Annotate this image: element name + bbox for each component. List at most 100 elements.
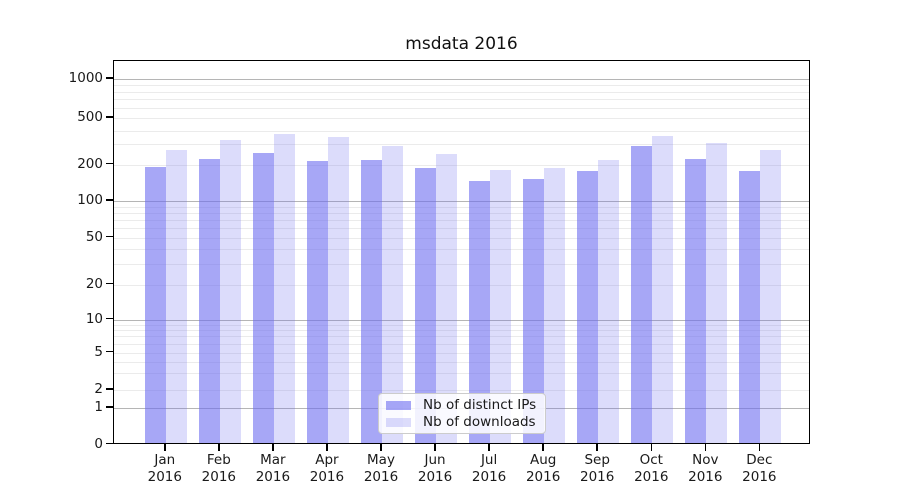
bar-sep-distinct-ips	[577, 171, 599, 443]
gridline-y-500	[114, 118, 809, 119]
y-tick-mark-100	[106, 199, 113, 201]
legend-item-downloads: Nb of downloads	[386, 414, 538, 430]
x-tick-mark-jan	[164, 444, 166, 451]
gridline-y-9	[114, 324, 809, 326]
gridline-y-70	[114, 219, 809, 221]
x-tick-label-dec: Dec 2016	[742, 452, 777, 485]
x-tick-mark-dec	[758, 444, 761, 451]
x-tick-mark-aug	[542, 444, 544, 451]
x-tick-mark-sep	[596, 444, 598, 451]
gridline-y-30	[114, 263, 809, 265]
x-tick-label-sep: Sep 2016	[580, 452, 615, 485]
gridline-y-6	[114, 343, 809, 345]
y-tick-label-2: 2	[94, 381, 103, 397]
y-tick-mark-500	[106, 116, 113, 118]
legend-label-distinct-ips: Nb of distinct IPs	[423, 397, 537, 413]
bar-jan-downloads	[165, 150, 187, 443]
x-tick-mark-mar	[272, 444, 274, 451]
y-tick-label-500: 500	[77, 109, 103, 125]
gridline-y-300	[114, 144, 809, 145]
plot-area: Nb of distinct IPs Nb of downloads	[113, 60, 810, 444]
x-tick-mark-jul	[488, 444, 490, 451]
y-tick-mark-0	[106, 442, 113, 445]
y-tick-mark-200	[106, 162, 113, 165]
legend-swatch-downloads	[386, 417, 411, 427]
y-tick-mark-1000	[106, 77, 113, 79]
gridline-y-1000	[114, 79, 809, 80]
x-tick-mark-may	[380, 444, 382, 451]
legend-swatch-distinct-ips	[386, 400, 411, 410]
x-tick-mark-nov	[704, 444, 707, 451]
bar-oct-downloads	[652, 135, 674, 443]
x-tick-label-jul: Jul 2016	[471, 452, 507, 485]
gridline-y-90	[114, 206, 809, 208]
y-tick-label-20: 20	[85, 275, 103, 292]
bar-nov-distinct-ips	[685, 158, 707, 443]
gridline-y-40	[114, 248, 809, 250]
x-tick-mark-jun	[434, 444, 436, 451]
bar-feb-downloads	[219, 139, 241, 443]
x-tick-label-mar: Mar 2016	[255, 452, 291, 485]
y-tick-label-50: 50	[85, 228, 103, 245]
gridline-y-10	[114, 319, 809, 321]
y-tick-mark-10	[106, 317, 113, 320]
gridline-y-50	[114, 237, 809, 239]
gridline-y-200	[114, 164, 809, 166]
x-tick-label-oct: Oct 2016	[634, 452, 669, 485]
gridline-y-700	[114, 99, 809, 101]
bar-jan-distinct-ips	[144, 166, 166, 443]
legend: Nb of distinct IPs Nb of downloads	[378, 393, 546, 434]
bar-mar-distinct-ips	[252, 153, 274, 443]
y-tick-label-0: 0	[94, 435, 103, 452]
bar-feb-distinct-ips	[198, 158, 220, 443]
bar-jul-downloads	[490, 169, 512, 443]
x-tick-mark-feb	[218, 444, 220, 451]
y-tick-label-1000: 1000	[68, 70, 103, 86]
bar-jun-downloads	[436, 154, 458, 443]
gridline-y-80	[114, 212, 809, 214]
y-tick-label-200: 200	[77, 155, 103, 172]
y-tick-label-100: 100	[77, 192, 103, 208]
y-tick-mark-5	[106, 350, 113, 353]
gridline-y-2	[114, 390, 809, 391]
gridline-y-5	[114, 352, 809, 354]
gridline-y-100	[114, 201, 809, 202]
y-tick-mark-1	[106, 406, 113, 408]
gridline-y-3	[114, 373, 809, 375]
y-tick-label-1: 1	[94, 399, 103, 415]
bar-dec-downloads	[760, 150, 782, 443]
x-tick-label-jun: Jun 2016	[417, 452, 453, 485]
x-tick-label-feb: Feb 2016	[201, 452, 237, 485]
y-tick-mark-20	[106, 282, 113, 285]
y-tick-mark-2	[106, 388, 113, 390]
legend-label-downloads: Nb of downloads	[423, 414, 536, 430]
bar-jul-distinct-ips	[469, 181, 491, 443]
gridline-y-400	[114, 131, 809, 132]
bar-apr-downloads	[327, 137, 349, 443]
gridline-y-60	[114, 227, 809, 229]
bar-nov-downloads	[706, 142, 728, 443]
gridline-y-900	[114, 84, 809, 86]
bar-dec-distinct-ips	[739, 171, 761, 443]
y-tick-label-10: 10	[85, 310, 103, 327]
bar-apr-distinct-ips	[306, 161, 328, 443]
bar-jun-distinct-ips	[415, 168, 437, 443]
chart-title: msdata 2016	[405, 34, 518, 54]
x-tick-label-nov: Nov 2016	[688, 452, 723, 485]
x-tick-label-apr: Apr 2016	[309, 452, 345, 485]
y-tick-mark-50	[106, 235, 113, 238]
bar-oct-distinct-ips	[631, 146, 653, 443]
gridline-y-4	[114, 361, 809, 363]
bar-may-distinct-ips	[361, 160, 382, 443]
gridline-y-7	[114, 336, 809, 338]
y-tick-label-5: 5	[94, 343, 103, 360]
gridline-y-800	[114, 91, 809, 93]
bar-mar-downloads	[273, 134, 295, 443]
gridline-y-20	[114, 284, 809, 286]
bar-may-downloads	[382, 145, 403, 443]
x-tick-label-may: May 2016	[363, 452, 399, 485]
legend-item-distinct-ips: Nb of distinct IPs	[386, 397, 538, 413]
gridline-y-600	[114, 107, 809, 109]
bar-sep-downloads	[598, 160, 620, 443]
